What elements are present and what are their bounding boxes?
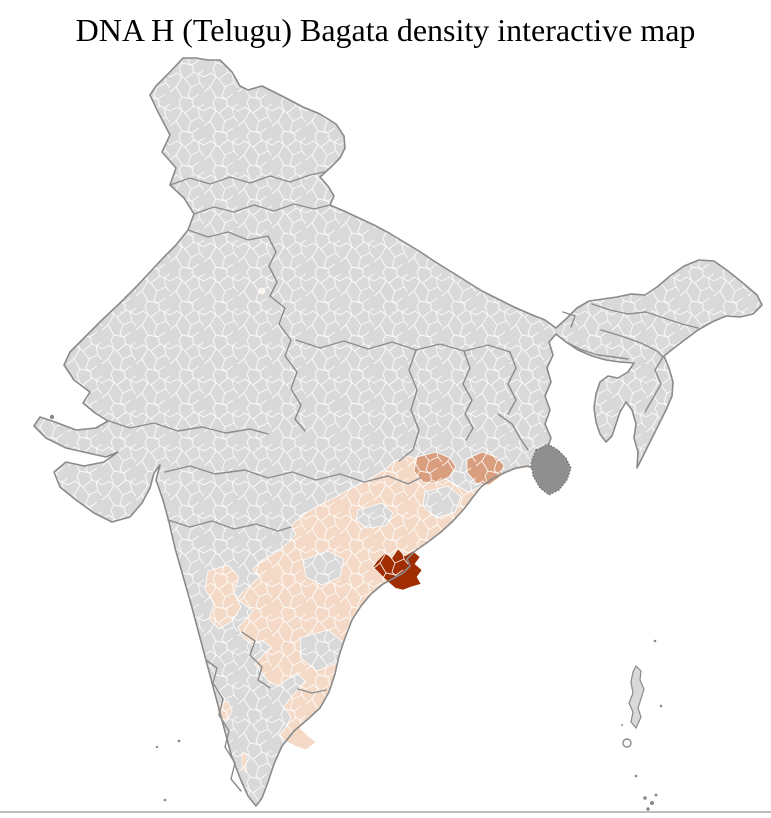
india-boundary-stroke bbox=[33, 57, 763, 807]
page-title: DNA H (Telugu) Bagata density interactiv… bbox=[75, 12, 696, 48]
sundarbans-delta bbox=[530, 443, 572, 496]
state-borders bbox=[105, 171, 699, 792]
delhi-district[interactable] bbox=[258, 287, 266, 295]
lakshadweep-islands[interactable] bbox=[155, 739, 181, 802]
bottom-divider bbox=[0, 811, 771, 813]
district-mesh bbox=[34, 58, 762, 806]
island-ring[interactable] bbox=[622, 738, 632, 748]
andaman-nicobar-islands[interactable] bbox=[621, 639, 663, 811]
kutch-creek-speck bbox=[49, 414, 55, 420]
andaman-main-chain[interactable] bbox=[628, 664, 645, 730]
islet-dots bbox=[621, 639, 663, 811]
